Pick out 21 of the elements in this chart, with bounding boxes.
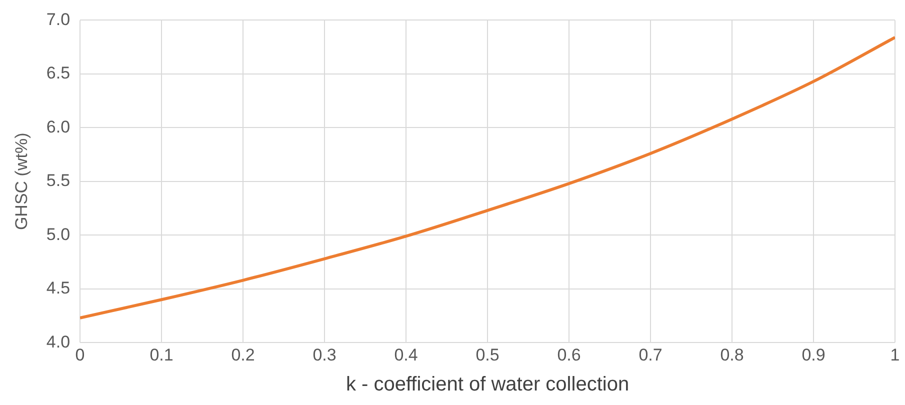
- line-series: [80, 36, 895, 320]
- x-tick-label: 0: [75, 345, 85, 364]
- x-tick-label: 0.4: [394, 345, 418, 364]
- x-tick-label: 0.8: [720, 345, 744, 364]
- x-tick-label: 0.2: [231, 345, 255, 364]
- x-axis-title: k - coefficient of water collection: [346, 374, 630, 396]
- x-tick-label: 0.9: [802, 345, 826, 364]
- y-tick-label: 6.5: [46, 64, 70, 83]
- y-tick-label: 4.5: [46, 278, 70, 298]
- x-tick-label: 0.3: [312, 345, 336, 364]
- x-tick-label: 0.1: [150, 345, 174, 364]
- y-axis-title: GHSC (wt%): [12, 132, 31, 230]
- y-tick-label: 5.0: [46, 224, 70, 244]
- y-tick-label: 5.5: [46, 171, 70, 190]
- x-tick-label: 0.6: [557, 345, 581, 364]
- x-tick-label: 0.5: [476, 345, 500, 364]
- x-tick-label: 0.7: [638, 345, 662, 364]
- y-tick-label: 7.0: [46, 10, 70, 29]
- y-tick-label: 6.0: [46, 117, 70, 136]
- x-tick-label: 1: [890, 345, 900, 364]
- y-tick-label: 4.0: [46, 332, 70, 352]
